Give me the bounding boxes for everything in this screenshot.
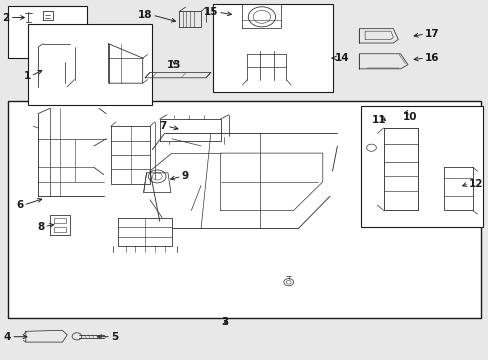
Bar — [360, 107, 483, 226]
Text: 8: 8 — [37, 222, 44, 231]
Text: 10: 10 — [402, 112, 417, 122]
Text: 14: 14 — [334, 53, 349, 63]
Text: 17: 17 — [424, 29, 439, 39]
Text: 12: 12 — [468, 179, 482, 189]
Text: 1: 1 — [23, 71, 31, 81]
Text: 16: 16 — [424, 53, 439, 63]
Text: 5: 5 — [111, 332, 118, 342]
Text: 15: 15 — [203, 7, 218, 17]
Text: 7: 7 — [159, 121, 167, 131]
Bar — [28, 24, 152, 105]
Text: 6: 6 — [16, 200, 23, 210]
Text: 13: 13 — [167, 60, 181, 70]
Text: 2: 2 — [2, 13, 10, 23]
Bar — [213, 4, 332, 92]
Text: 3: 3 — [222, 317, 228, 327]
Text: 4: 4 — [4, 332, 11, 342]
Text: 9: 9 — [181, 171, 188, 181]
Bar — [8, 101, 480, 318]
Text: 18: 18 — [138, 10, 152, 20]
Text: 11: 11 — [371, 116, 385, 125]
Bar — [8, 6, 86, 58]
